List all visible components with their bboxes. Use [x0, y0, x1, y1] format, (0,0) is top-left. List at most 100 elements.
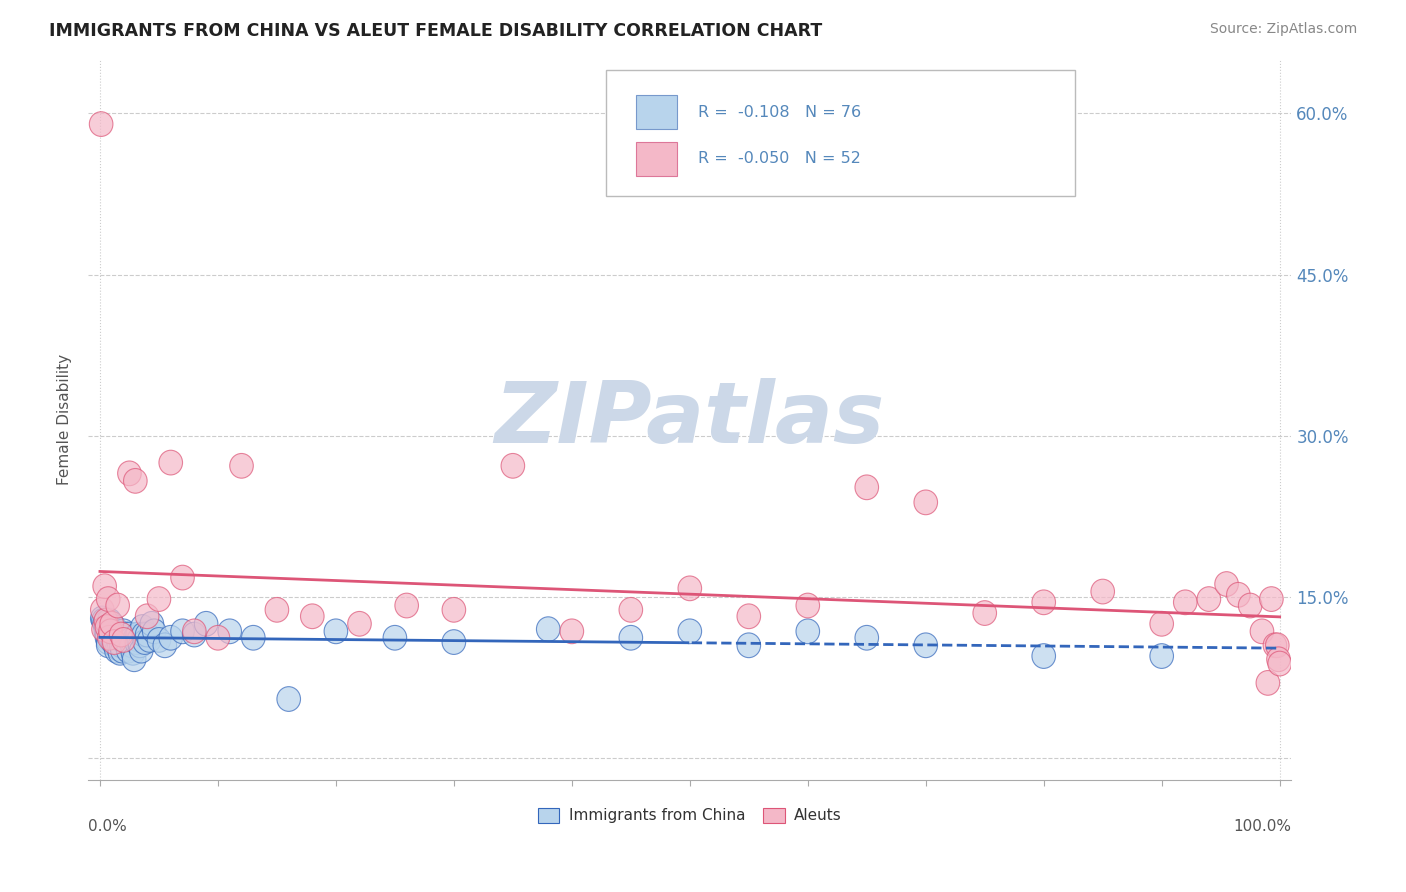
Ellipse shape — [395, 593, 419, 618]
Ellipse shape — [159, 625, 183, 650]
Ellipse shape — [796, 593, 820, 618]
Ellipse shape — [98, 625, 122, 650]
Ellipse shape — [104, 639, 128, 663]
Ellipse shape — [105, 593, 129, 618]
Ellipse shape — [441, 630, 465, 655]
Ellipse shape — [97, 608, 121, 633]
Ellipse shape — [1263, 633, 1286, 657]
Ellipse shape — [134, 630, 156, 655]
Ellipse shape — [194, 611, 218, 636]
Ellipse shape — [93, 574, 117, 599]
Ellipse shape — [129, 639, 153, 663]
Ellipse shape — [1239, 593, 1263, 618]
Ellipse shape — [103, 623, 127, 647]
Ellipse shape — [325, 619, 347, 644]
Ellipse shape — [127, 628, 150, 652]
FancyBboxPatch shape — [606, 70, 1074, 196]
Ellipse shape — [94, 615, 118, 640]
Ellipse shape — [100, 619, 124, 644]
Ellipse shape — [124, 468, 148, 493]
Ellipse shape — [135, 623, 159, 647]
Ellipse shape — [1150, 611, 1174, 636]
Ellipse shape — [1197, 587, 1220, 611]
Ellipse shape — [277, 687, 301, 712]
Ellipse shape — [347, 611, 371, 636]
Ellipse shape — [98, 619, 122, 644]
Ellipse shape — [104, 633, 127, 657]
Ellipse shape — [855, 475, 879, 500]
Ellipse shape — [110, 633, 134, 657]
Ellipse shape — [207, 625, 229, 650]
Ellipse shape — [111, 625, 135, 650]
Ellipse shape — [148, 587, 170, 611]
Ellipse shape — [441, 598, 465, 623]
Ellipse shape — [560, 619, 583, 644]
Ellipse shape — [90, 606, 114, 631]
Ellipse shape — [117, 639, 141, 663]
Ellipse shape — [127, 623, 149, 647]
Ellipse shape — [141, 611, 163, 636]
Ellipse shape — [1150, 644, 1174, 668]
Ellipse shape — [94, 608, 118, 633]
Ellipse shape — [1256, 671, 1279, 695]
Ellipse shape — [100, 611, 124, 636]
Ellipse shape — [100, 611, 124, 636]
Ellipse shape — [101, 625, 125, 650]
Ellipse shape — [118, 461, 141, 486]
Text: R =  -0.108   N = 76: R = -0.108 N = 76 — [699, 104, 862, 120]
Ellipse shape — [229, 453, 253, 478]
Ellipse shape — [107, 636, 131, 661]
Ellipse shape — [90, 112, 112, 136]
Ellipse shape — [1267, 647, 1291, 672]
Ellipse shape — [110, 628, 134, 652]
Ellipse shape — [97, 625, 121, 650]
Ellipse shape — [138, 628, 162, 652]
Ellipse shape — [619, 598, 643, 623]
Ellipse shape — [103, 615, 127, 640]
Ellipse shape — [115, 630, 139, 655]
Ellipse shape — [218, 619, 242, 644]
Ellipse shape — [183, 619, 207, 644]
Ellipse shape — [737, 633, 761, 657]
Ellipse shape — [132, 623, 156, 647]
Ellipse shape — [170, 566, 194, 590]
Ellipse shape — [135, 604, 159, 629]
Ellipse shape — [105, 619, 129, 644]
Ellipse shape — [1215, 572, 1239, 597]
Ellipse shape — [110, 623, 134, 647]
Ellipse shape — [111, 619, 135, 644]
Ellipse shape — [121, 640, 145, 665]
Ellipse shape — [122, 647, 146, 672]
Ellipse shape — [1268, 651, 1292, 676]
Ellipse shape — [120, 633, 143, 657]
Ellipse shape — [1032, 644, 1056, 668]
Ellipse shape — [120, 628, 142, 652]
Ellipse shape — [266, 598, 288, 623]
Ellipse shape — [125, 630, 148, 655]
Text: Source: ZipAtlas.com: Source: ZipAtlas.com — [1209, 22, 1357, 37]
Ellipse shape — [678, 576, 702, 600]
Ellipse shape — [501, 453, 524, 478]
Ellipse shape — [108, 640, 132, 665]
Ellipse shape — [148, 628, 170, 652]
Ellipse shape — [97, 630, 120, 655]
Ellipse shape — [118, 623, 141, 647]
Ellipse shape — [1174, 590, 1197, 615]
Ellipse shape — [103, 630, 127, 655]
Ellipse shape — [101, 630, 125, 655]
Text: IMMIGRANTS FROM CHINA VS ALEUT FEMALE DISABILITY CORRELATION CHART: IMMIGRANTS FROM CHINA VS ALEUT FEMALE DI… — [49, 22, 823, 40]
Ellipse shape — [108, 623, 132, 647]
Ellipse shape — [124, 625, 148, 650]
Ellipse shape — [914, 633, 938, 657]
Ellipse shape — [93, 611, 117, 636]
Ellipse shape — [796, 619, 820, 644]
Ellipse shape — [97, 633, 120, 657]
Ellipse shape — [105, 625, 129, 650]
Ellipse shape — [97, 587, 120, 611]
Ellipse shape — [619, 625, 643, 650]
Ellipse shape — [97, 615, 121, 640]
Ellipse shape — [973, 600, 997, 625]
Ellipse shape — [1032, 590, 1056, 615]
Ellipse shape — [107, 630, 131, 655]
Ellipse shape — [382, 625, 406, 650]
